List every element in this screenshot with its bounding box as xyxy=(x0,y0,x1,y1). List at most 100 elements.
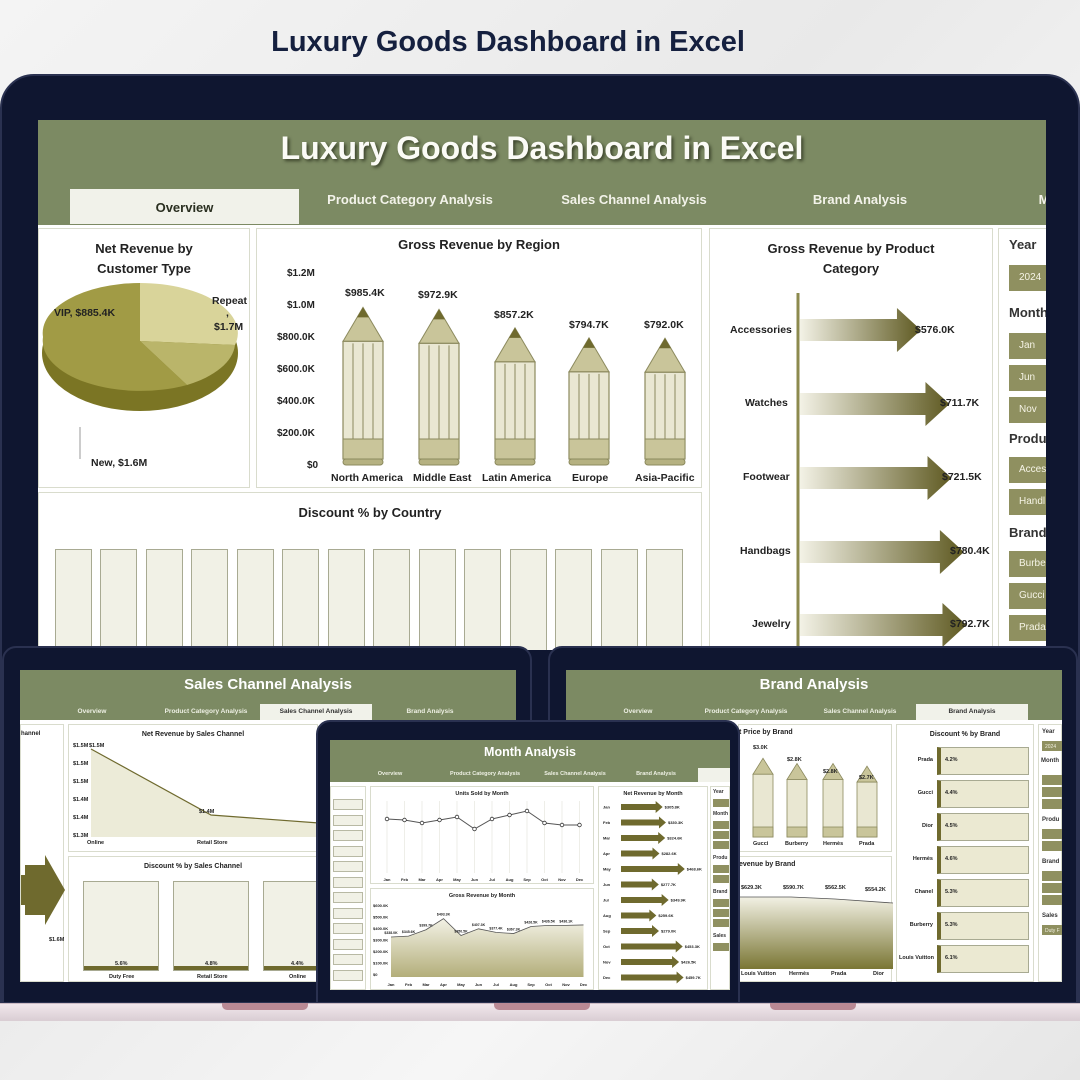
gross-line xyxy=(390,918,584,938)
slicer-button[interactable] xyxy=(1042,883,1062,893)
tab-brand-analysis[interactable]: Brand Analysis xyxy=(636,771,676,777)
gross-x-label: Aug xyxy=(510,982,518,987)
slicer-button[interactable] xyxy=(713,799,729,807)
pencil-ferrule xyxy=(342,438,384,460)
discount-bar xyxy=(464,549,501,650)
brand-price-pencil xyxy=(822,762,844,838)
slicer-year-2024[interactable]: 2024 xyxy=(1009,265,1046,291)
gross-value-label: $436.1K xyxy=(559,919,573,923)
gross-y-tick: $500.0K xyxy=(373,915,388,920)
tab-overview[interactable]: Overview xyxy=(623,708,653,715)
slicer-button[interactable] xyxy=(713,841,729,849)
units-sold-point xyxy=(577,822,582,828)
pie-slice-new xyxy=(42,283,188,391)
discount-channel-bar xyxy=(83,881,159,971)
slicer-button[interactable] xyxy=(1042,841,1062,851)
brand-revenue-label: Louis Vuitton xyxy=(741,971,776,977)
brand-discount-bar xyxy=(937,813,1029,841)
slicer-button[interactable] xyxy=(713,919,729,927)
pie-label-repeat-comma: , xyxy=(226,307,229,319)
laptop-notch xyxy=(494,1003,590,1010)
slicer-month-jan[interactable]: Jan xyxy=(1009,333,1046,359)
slicer-button[interactable] xyxy=(1042,799,1062,809)
gross-value-label: $407.3K xyxy=(472,923,486,927)
net-channel-y-tick: $1.3M xyxy=(73,833,89,839)
page-heading: Luxury Goods Dashboard in Excel xyxy=(271,26,745,58)
tab-month-analysis[interactable] xyxy=(698,768,730,782)
tab-product-category-analysis[interactable]: Product Category Analysis xyxy=(704,708,788,715)
slicer-button[interactable] xyxy=(1042,775,1062,785)
laptop-notch xyxy=(770,1003,856,1010)
slicer-month-nov[interactable]: Nov xyxy=(1009,397,1046,423)
slicer-month-jun[interactable]: Jun xyxy=(1009,365,1046,391)
tab-product-category-analysis[interactable]: Product Category Analysis xyxy=(327,192,493,207)
units-x-label: Mar xyxy=(418,877,426,882)
brand-revenue-label: Prada xyxy=(831,971,847,977)
tab-brand-analysis[interactable]: Brand Analysis xyxy=(812,192,908,207)
slicer-button[interactable] xyxy=(713,821,729,829)
tab-overview[interactable]: Overview xyxy=(377,771,403,777)
slicer-button[interactable] xyxy=(713,909,729,917)
region-y-tick: $800.0K xyxy=(277,332,315,343)
slicer-brand-burberry[interactable]: Burber xyxy=(1009,551,1046,577)
month-left-row xyxy=(333,907,363,919)
pencil-eraser xyxy=(418,458,460,466)
brand-price-label: Prada xyxy=(859,841,875,847)
units-x-label: Nov xyxy=(558,877,566,882)
slicer-button[interactable] xyxy=(1042,895,1062,905)
pencil-eraser xyxy=(644,458,686,466)
tab-overview[interactable]: Overview xyxy=(77,708,107,715)
gross-y-tick: $300.0K xyxy=(373,938,388,943)
slicer-month-heading: Month xyxy=(1041,758,1059,764)
slicer-button[interactable] xyxy=(713,943,729,951)
slicer-product-handbags[interactable]: Handl xyxy=(1009,489,1046,515)
tab-product-category-analysis[interactable]: Product Category Analysis xyxy=(164,708,248,715)
brand-revenue-value: $554.2K xyxy=(865,887,886,893)
slicer-sales-duty-free[interactable]: Duty F xyxy=(1042,925,1062,935)
slicer-brand-gucci[interactable]: Gucci xyxy=(1009,583,1046,609)
brand-discount-panel: Discount % by Brand Prada 4.2% Gucci 4.4% Di… xyxy=(896,724,1034,982)
brand-discount-label: Chanel xyxy=(914,889,933,895)
units-sold-point xyxy=(454,814,460,820)
net-month-y-label: Nov xyxy=(603,960,611,965)
month-left-row xyxy=(333,799,363,810)
product-category-title-2: Category xyxy=(822,261,880,276)
slicer-product-accessories[interactable]: Acces xyxy=(1009,457,1046,483)
units-sold-point xyxy=(402,817,407,823)
tab-brand-analysis[interactable]: Brand Analysis xyxy=(406,708,454,715)
tab-product-category-analysis[interactable]: Product Category Analysis xyxy=(449,771,521,777)
slicer-button[interactable] xyxy=(1042,787,1062,797)
slicer-button[interactable] xyxy=(713,865,729,873)
slicer-button[interactable] xyxy=(713,899,729,907)
brand-price-label: Gucci xyxy=(753,841,769,847)
tab-sales-channel-analysis[interactable]: Sales Channel Analysis xyxy=(823,708,897,715)
gross-month-area-chart: $600.0K $500.0K $400.0K $300.0K $200.0K $100.… xyxy=(373,903,588,987)
slicer-brand-prada[interactable]: Prada xyxy=(1009,615,1046,641)
discount-channel-value: 5.6% xyxy=(115,961,128,967)
slicer-button[interactable] xyxy=(713,875,729,883)
product-category-label: Watches xyxy=(745,397,788,409)
brand-price-pencil xyxy=(786,762,808,838)
tab-overview[interactable]: Overview xyxy=(70,189,299,224)
tab-sales-channel-analysis[interactable]: Sales Channel Analysis xyxy=(544,771,606,777)
product-arrow-bar xyxy=(800,382,950,426)
units-sold-line-chart: Jan Feb Mar Apr May Jun Jul Aug Sep Oct Nov Dec xyxy=(384,801,584,882)
tab-brand-analysis[interactable]: Brand Analysis xyxy=(916,704,1028,720)
product-arrow-bar xyxy=(800,603,967,647)
gross-value-label: $399.7K xyxy=(419,924,433,928)
tab-sales-channel-analysis[interactable]: Sales Channel Analysis xyxy=(561,192,707,207)
pencil-lead xyxy=(433,309,445,320)
units-sold-title: Units Sold by Month xyxy=(455,791,509,797)
slicer-button[interactable] xyxy=(1042,871,1062,881)
slicer-button[interactable] xyxy=(1042,829,1062,839)
slicer-button[interactable] xyxy=(713,831,729,839)
pie-slice-repeat xyxy=(140,341,235,385)
net-month-value-label: $282.6K xyxy=(661,851,676,856)
gross-x-label: Dec xyxy=(580,982,588,987)
net-month-arrow xyxy=(621,894,669,906)
tab-sales-channel-analysis[interactable]: Sales Channel Analysis xyxy=(260,704,372,720)
units-x-label: Aug xyxy=(506,877,514,882)
units-x-label: Oct xyxy=(541,877,548,882)
tab-month-analysis[interactable]: M xyxy=(1038,192,1046,207)
slicer-year-2024[interactable]: 2024 xyxy=(1042,741,1062,751)
